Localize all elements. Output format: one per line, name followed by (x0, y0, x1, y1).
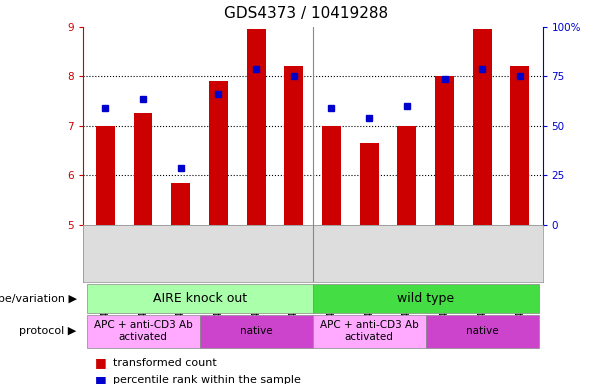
Bar (313, 315, 425, 348)
Bar (134, 113, 153, 225)
Bar (360, 143, 379, 225)
Bar (96, 126, 115, 225)
Bar (171, 183, 190, 225)
Text: ■: ■ (95, 374, 107, 384)
Bar (511, 66, 529, 225)
Bar (313, 284, 539, 313)
Text: protocol ▶: protocol ▶ (20, 326, 77, 336)
Text: GDS4373 / 10419288: GDS4373 / 10419288 (224, 6, 389, 21)
Bar (322, 126, 341, 225)
Bar (473, 29, 492, 225)
Bar (209, 81, 228, 225)
Bar (425, 315, 539, 348)
Text: APC + anti-CD3 Ab
activated: APC + anti-CD3 Ab activated (320, 320, 419, 342)
Bar (397, 126, 416, 225)
Bar (246, 29, 265, 225)
Bar (200, 315, 313, 348)
Text: ■: ■ (95, 356, 107, 369)
Bar (435, 76, 454, 225)
Bar (86, 284, 313, 313)
Text: wild type: wild type (397, 292, 454, 305)
Text: native: native (466, 326, 498, 336)
Bar (86, 315, 200, 348)
Bar (284, 66, 303, 225)
Text: genotype/variation ▶: genotype/variation ▶ (0, 293, 77, 304)
Text: AIRE knock out: AIRE knock out (153, 292, 246, 305)
Text: transformed count: transformed count (113, 358, 217, 368)
Text: percentile rank within the sample: percentile rank within the sample (113, 375, 301, 384)
Text: APC + anti-CD3 Ab
activated: APC + anti-CD3 Ab activated (94, 320, 192, 342)
Text: native: native (240, 326, 272, 336)
